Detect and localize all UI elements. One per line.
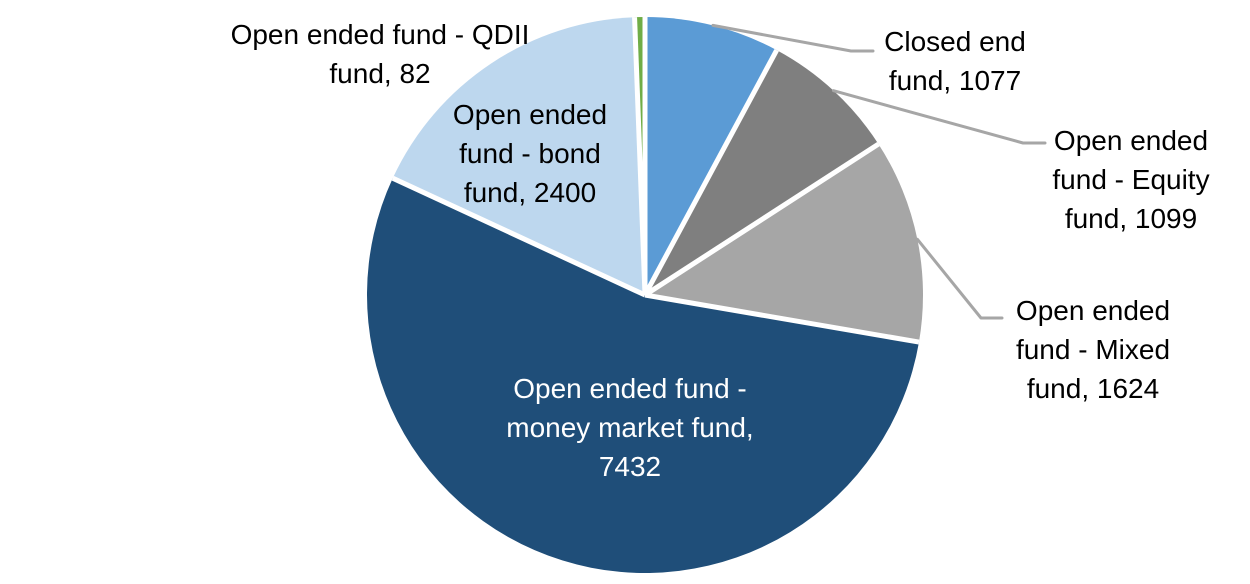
data-label-line: fund, 1624 — [1026, 373, 1160, 404]
data-label-line: fund - bond — [459, 138, 601, 169]
leader-line-closed-end-fund — [711, 23, 875, 53]
slice-separator — [632, 17, 648, 296]
data-label-line: fund, 1077 — [888, 65, 1022, 96]
slice-separator — [391, 175, 647, 298]
data-label-line: Open ended — [1015, 295, 1171, 326]
data-label-open-ended-money-market-fund[interactable]: Open ended fund - money market fund, 7432 — [490, 369, 770, 486]
slice-separator — [643, 141, 880, 298]
data-label-line: fund, 1099 — [1064, 203, 1198, 234]
pie-slice-open-ended-mixed-fund[interactable] — [645, 144, 923, 343]
pie-slice-open-ended-equity-fund[interactable] — [645, 50, 879, 295]
leader-line-open-ended-equity-fund — [832, 89, 1047, 145]
leader-line-open-ended-mixed-fund — [915, 237, 1004, 320]
data-label-line: fund, 2400 — [463, 177, 597, 208]
data-label-line: Open ended fund - — [513, 373, 747, 404]
data-label-closed-end-fund[interactable]: Closed end fund, 1077 — [845, 22, 1065, 100]
data-label-open-ended-equity-fund[interactable]: Open ended fund - Equity fund, 1099 — [1021, 121, 1241, 238]
data-label-line: Open ended fund - QDII — [230, 19, 530, 50]
data-label-open-ended-bond-fund[interactable]: Open ended fund - bond fund, 2400 — [420, 95, 640, 212]
data-label-line: fund, 82 — [329, 58, 431, 89]
slice-separator — [644, 292, 920, 345]
data-label-line: fund - Mixed — [1015, 334, 1171, 365]
data-label-line: Closed end — [884, 26, 1026, 57]
pie-slice-open-ended-bond-fund[interactable] — [392, 17, 645, 295]
data-label-line: fund - Equity — [1052, 164, 1210, 195]
data-label-open-ended-mixed-fund[interactable]: Open ended fund - Mixed fund, 1624 — [983, 291, 1203, 408]
pie-slice-closed-end-fund[interactable] — [645, 17, 777, 295]
data-label-line: Open ended — [1053, 125, 1209, 156]
data-label-line: 7432 — [598, 451, 662, 482]
data-label-line: Open ended — [452, 99, 608, 130]
data-label-line: money market fund, — [506, 412, 754, 443]
data-label-open-ended-qdii-fund[interactable]: Open ended fund - QDII fund, 82 — [190, 15, 570, 93]
slice-separator — [642, 48, 779, 297]
pie-slice-open-ended-money-market-fund[interactable] — [366, 178, 919, 574]
